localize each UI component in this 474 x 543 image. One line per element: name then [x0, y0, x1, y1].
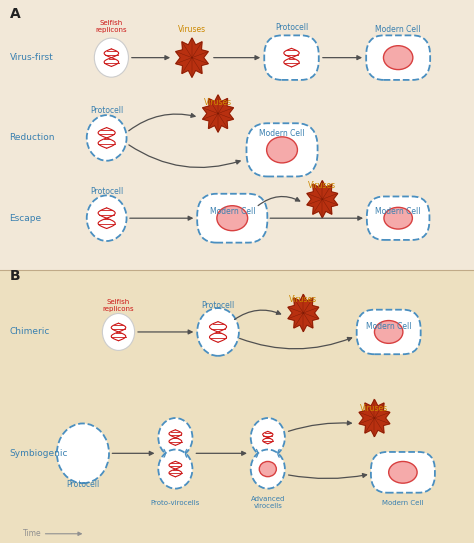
Text: Viruses: Viruses	[308, 181, 337, 190]
Text: Chimeric: Chimeric	[9, 327, 50, 337]
Text: Reduction: Reduction	[9, 134, 55, 142]
Text: Protocell: Protocell	[90, 106, 123, 115]
Text: Virus-first: Virus-first	[9, 53, 53, 62]
Ellipse shape	[259, 462, 276, 477]
FancyBboxPatch shape	[366, 35, 430, 80]
FancyBboxPatch shape	[264, 35, 319, 80]
Circle shape	[251, 418, 285, 457]
Text: Protocell: Protocell	[90, 187, 123, 195]
Text: Escape: Escape	[9, 214, 42, 223]
Text: Modern Cell: Modern Cell	[382, 500, 424, 506]
Text: Selfish
replicons: Selfish replicons	[103, 299, 134, 312]
Text: Viruses: Viruses	[204, 98, 232, 107]
Bar	[0, 270, 474, 543]
Text: Modern Cell: Modern Cell	[210, 207, 255, 216]
Circle shape	[87, 195, 127, 241]
Polygon shape	[359, 400, 390, 437]
Text: Viruses: Viruses	[178, 25, 206, 34]
FancyBboxPatch shape	[367, 197, 429, 240]
Circle shape	[158, 418, 192, 457]
Text: Selfish
replicons: Selfish replicons	[96, 20, 127, 33]
Text: Proto-virocells: Proto-virocells	[151, 500, 200, 506]
Text: Viruses: Viruses	[289, 295, 318, 304]
Polygon shape	[288, 294, 319, 332]
Text: Time: Time	[23, 529, 41, 538]
Text: Modern Cell: Modern Cell	[375, 207, 421, 216]
Text: Modern Cell: Modern Cell	[366, 322, 411, 331]
Text: Modern Cell: Modern Cell	[375, 25, 421, 34]
FancyBboxPatch shape	[246, 123, 318, 176]
Circle shape	[197, 308, 239, 356]
Circle shape	[102, 313, 135, 350]
Text: Symbiogenic: Symbiogenic	[9, 449, 68, 458]
FancyBboxPatch shape	[197, 194, 267, 243]
Polygon shape	[202, 95, 234, 132]
Polygon shape	[176, 38, 208, 77]
FancyBboxPatch shape	[371, 452, 435, 493]
Text: B: B	[9, 269, 20, 283]
Bar	[0, 0, 474, 270]
Ellipse shape	[217, 206, 247, 231]
Ellipse shape	[384, 207, 412, 229]
Text: Protocell: Protocell	[66, 481, 100, 489]
Ellipse shape	[266, 137, 298, 163]
Ellipse shape	[374, 320, 403, 343]
Polygon shape	[307, 181, 338, 218]
Text: Viruses: Viruses	[360, 405, 389, 413]
Ellipse shape	[389, 462, 417, 483]
Circle shape	[57, 424, 109, 483]
Circle shape	[87, 115, 127, 161]
Text: Protocell: Protocell	[201, 301, 235, 311]
Text: Advanced
virocells: Advanced virocells	[251, 496, 285, 509]
Circle shape	[251, 450, 285, 489]
FancyBboxPatch shape	[356, 310, 420, 354]
Text: Modern Cell: Modern Cell	[259, 129, 305, 138]
Ellipse shape	[383, 46, 413, 70]
Text: A: A	[9, 7, 20, 21]
Circle shape	[94, 38, 128, 77]
Text: Protocell: Protocell	[275, 23, 308, 32]
Circle shape	[158, 450, 192, 489]
